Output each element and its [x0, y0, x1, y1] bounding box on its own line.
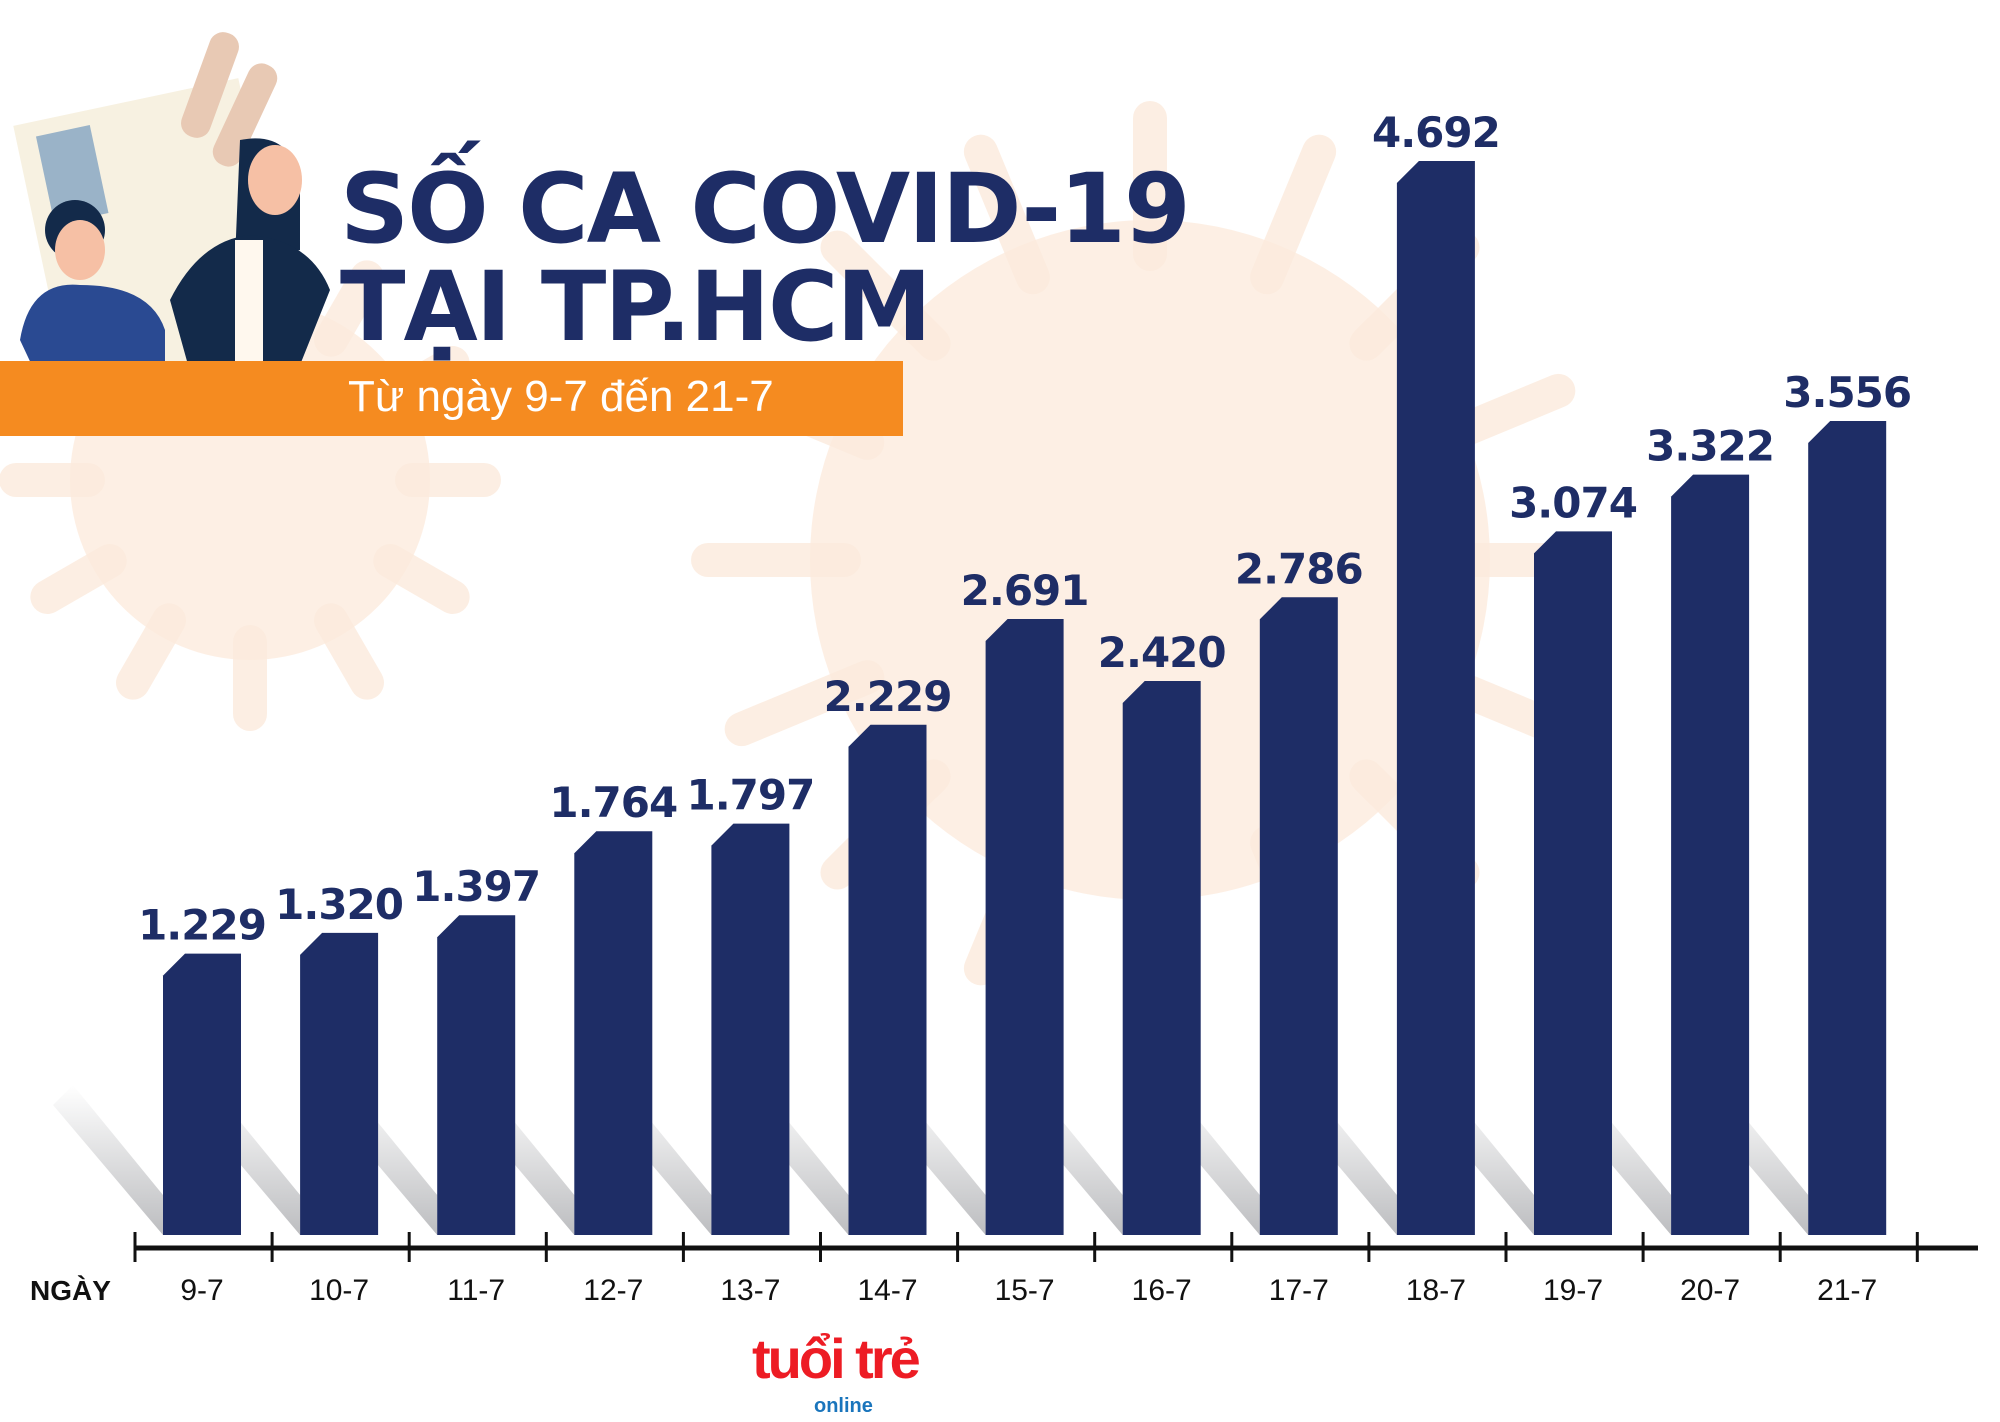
- value-label: 1.797: [686, 771, 814, 820]
- value-label: 3.322: [1646, 422, 1774, 471]
- bar-16-7: [1122, 681, 1201, 1235]
- value-label: 2.229: [824, 672, 952, 721]
- value-label: 2.691: [961, 566, 1089, 615]
- logo-name: tuổi trẻ: [752, 1328, 920, 1390]
- bar-9-7: [163, 953, 241, 1235]
- bar-20-7: [1671, 474, 1750, 1235]
- bar-17-7: [1259, 597, 1338, 1235]
- x-tick-label: 21-7: [1817, 1274, 1877, 1307]
- value-label: 4.692: [1372, 108, 1500, 157]
- x-tick-label: 13-7: [720, 1274, 780, 1307]
- x-tick-label: 18-7: [1406, 1274, 1466, 1307]
- bar-18-7: [1396, 161, 1475, 1235]
- bar-14-7: [848, 724, 927, 1235]
- bar-15-7: [985, 619, 1064, 1235]
- x-tick-label: 17-7: [1269, 1274, 1329, 1307]
- bar-19-7: [1534, 531, 1612, 1235]
- value-label: 1.320: [275, 880, 403, 929]
- value-label: 1.229: [138, 901, 266, 950]
- x-tick-label: 20-7: [1680, 1274, 1740, 1307]
- x-tick-label: 19-7: [1543, 1274, 1603, 1307]
- x-tick-label: 12-7: [583, 1274, 643, 1307]
- x-tick-label: 14-7: [857, 1274, 917, 1307]
- chart-subtitle: Từ ngày 9-7 đến 21-7: [348, 372, 774, 421]
- value-label: 3.556: [1783, 368, 1911, 417]
- x-tick-label: 9-7: [180, 1274, 223, 1307]
- subtitle-banner: [0, 361, 903, 436]
- x-axis: 9-7 10-7 11-7 12-7 13-7 14-7 15-7 16-7 17-7 18-7 1…: [30, 1232, 1978, 1307]
- x-tick-label: 15-7: [995, 1274, 1055, 1307]
- value-label: 1.764: [549, 778, 677, 827]
- tuoi-tre-logo: tuổi trẻ online: [752, 1328, 923, 1416]
- x-tick-label: 11-7: [447, 1274, 505, 1307]
- value-label: 3.074: [1509, 478, 1637, 527]
- value-label: 2.786: [1235, 544, 1363, 593]
- logo-sub: online: [814, 1395, 873, 1416]
- bar-11-7: [437, 915, 516, 1235]
- chart-title: SỐ CA COVID-19 TẠI TP.HCM: [340, 153, 1191, 363]
- bar-21-7: [1808, 421, 1887, 1235]
- x-axis-label: NGÀY: [30, 1275, 111, 1306]
- x-tick-label: 16-7: [1132, 1274, 1192, 1307]
- x-tick-label: 10-7: [309, 1274, 369, 1307]
- bar-shadow: [53, 1085, 163, 1235]
- bar-13-7: [711, 823, 790, 1235]
- value-label: 2.420: [1098, 628, 1226, 677]
- bar-12-7: [574, 831, 653, 1235]
- value-label: 1.397: [412, 862, 540, 911]
- bar-10-7: [300, 932, 379, 1235]
